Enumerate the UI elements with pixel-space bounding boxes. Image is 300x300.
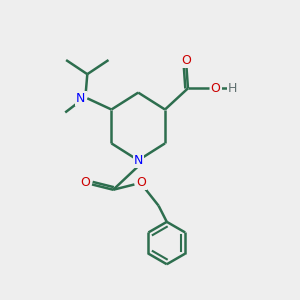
Text: O: O [136,176,146,189]
Text: H: H [228,82,237,95]
Text: N: N [76,92,86,105]
Text: O: O [81,176,91,190]
Text: O: O [182,54,191,67]
Text: N: N [134,154,143,167]
Text: O: O [211,82,220,95]
